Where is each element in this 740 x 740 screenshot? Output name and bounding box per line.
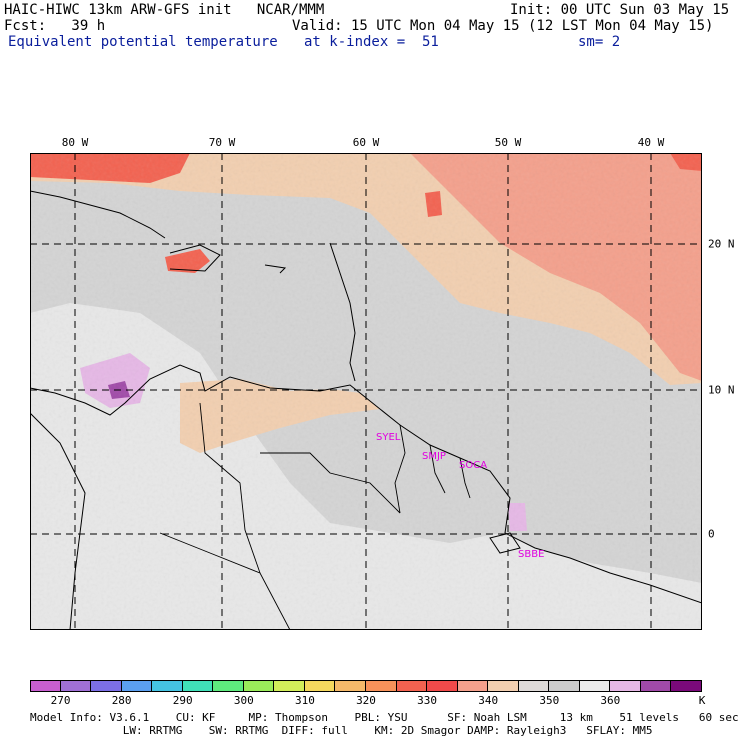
lat-label-10n: 10 N: [708, 383, 735, 397]
colorbar-swatch: [243, 680, 275, 692]
colorbar-tick-label: 350: [539, 694, 560, 707]
colorbar-swatch: [549, 680, 580, 692]
station-soca: SOCA: [459, 460, 487, 471]
colorbar-swatch: [640, 680, 672, 692]
colorbar-swatch: [579, 680, 611, 692]
lat-label-0: 0: [708, 527, 715, 541]
station-sbbe: SBBE: [518, 549, 544, 560]
colorbar-swatch: [610, 680, 641, 692]
lat-label-20n: 20 N: [708, 237, 735, 251]
colorbar-swatch: [671, 680, 702, 692]
smoothing-info: sm= 2: [578, 34, 621, 50]
map-panel[interactable]: SYEL SMJP SOCA SBBE: [30, 153, 702, 630]
colorbar-tick-label: 300: [233, 694, 254, 707]
lon-label-40w: 40 W: [637, 136, 665, 149]
colorbar-tick-label: 280: [111, 694, 132, 707]
colorbar-swatch: [518, 680, 550, 692]
colorbar-swatch: [91, 680, 122, 692]
colorbar-tick-label: 340: [478, 694, 499, 707]
colorbar-swatch: [488, 680, 519, 692]
lon-label-60w: 60 W: [352, 136, 380, 149]
map-frame: [30, 153, 702, 630]
lat-lon-grid: [30, 153, 702, 630]
colorbar-tick-label: 320: [356, 694, 376, 707]
colorbar-swatch: [60, 680, 92, 692]
colorbar-swatch: [274, 680, 305, 692]
forecast-hour: Fcst: 39 h: [4, 18, 106, 34]
colorbar-swatch: [30, 680, 61, 692]
level-info: at k-index = 51: [304, 34, 439, 50]
colorbar-swatch: [304, 680, 336, 692]
colorbar-tick-label: 330: [417, 694, 438, 707]
model-title: HAIC-HIWC 13km ARW-GFS init NCAR/MMM: [4, 2, 325, 18]
field-name: Equivalent potential temperature: [8, 34, 278, 50]
colorbar-swatch: [213, 680, 244, 692]
colorbar-swatch: [182, 680, 214, 692]
model-info-line2: LW: RRTMG SW: RRTMG DIFF: full KM: 2D Sm…: [30, 724, 653, 737]
colorbar-swatch: [427, 680, 458, 692]
colorbar-swatch: [335, 680, 366, 692]
colorbar-tick-label: 310: [294, 694, 315, 707]
colorbar-tick-label: 270: [50, 694, 71, 707]
colorbar-tick-label: 360: [600, 694, 621, 707]
station-syel: SYEL: [376, 432, 401, 443]
valid-time: Valid: 15 UTC Mon 04 May 15 (12 LST Mon …: [292, 18, 714, 34]
political-borders: [159, 402, 471, 630]
colorbar-swatch: [121, 680, 153, 692]
coastlines: [30, 190, 702, 630]
lon-label-50w: 50 W: [494, 136, 522, 149]
station-smjp: SMJP: [422, 451, 446, 462]
colorbar-swatch: [396, 680, 428, 692]
lon-label-80w: 80 W: [61, 136, 89, 149]
lon-label-70w: 70 W: [208, 136, 236, 149]
colorbar-swatch: [152, 680, 183, 692]
colorbar-swatch: [457, 680, 489, 692]
init-time: Init: 00 UTC Sun 03 May 15: [510, 2, 730, 18]
colorbar-unit: K: [698, 694, 706, 707]
model-info-line1: Model Info: V3.6.1 CU: KF MP: Thompson P…: [30, 711, 739, 724]
colorbar-tick-label: 290: [172, 694, 193, 707]
colorbar-swatch: [366, 680, 397, 692]
field-texture: [30, 153, 702, 630]
